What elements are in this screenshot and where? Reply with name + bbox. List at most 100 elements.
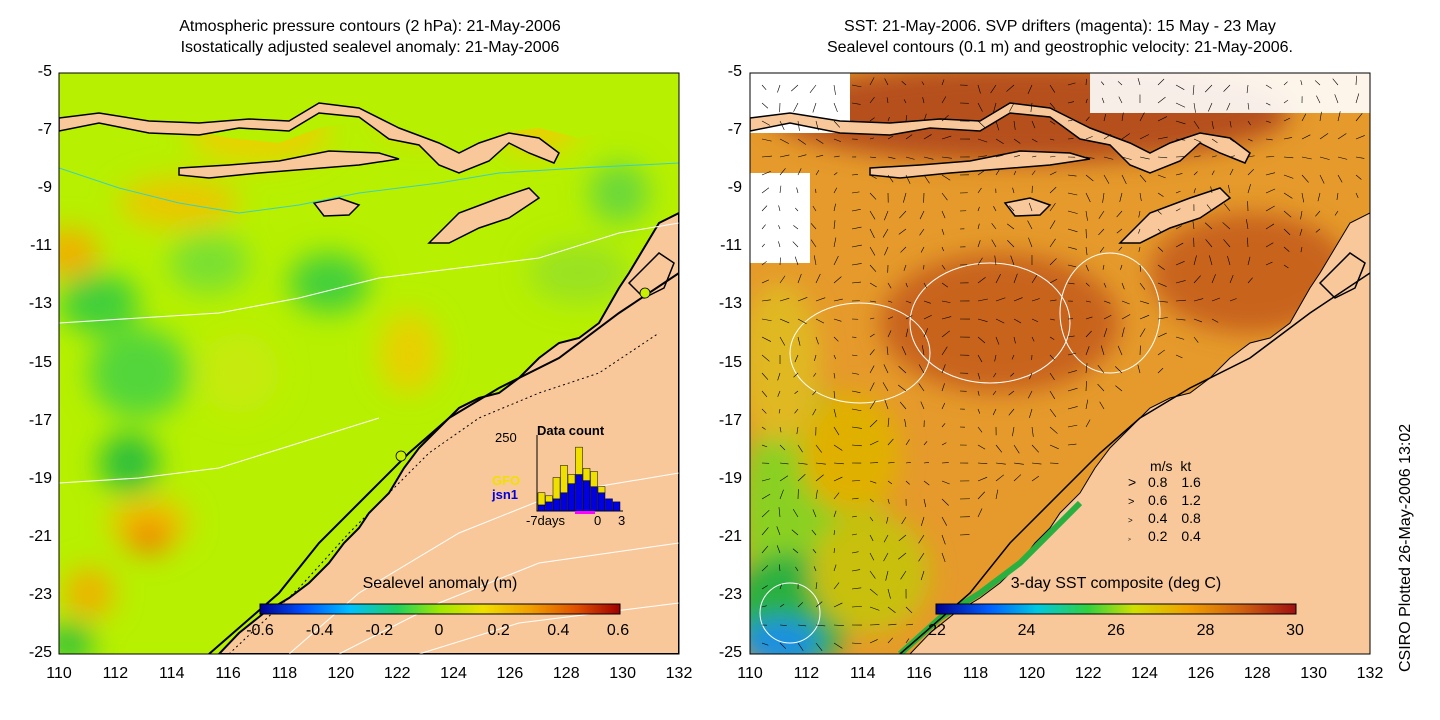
velocity-arrow: [1103, 314, 1112, 320]
velocity-arrow: [1013, 170, 1017, 176]
velocity-arrow: [995, 318, 1005, 324]
velocity-arrow: [941, 442, 947, 446]
velocity-arrow: [977, 102, 983, 112]
velocity-arrow: [899, 401, 907, 410]
velocity-arrow: [941, 156, 952, 159]
velocity-arrow: [1157, 282, 1167, 287]
inset-gfo-bar: [567, 474, 576, 484]
velocity-arrow: [776, 526, 781, 536]
left-x-tick-label: 112: [102, 665, 129, 682]
velocity-arrow: [813, 372, 817, 377]
velocity-arrow: [921, 81, 925, 86]
velocity-arrow: [977, 426, 983, 433]
velocity-arrow: [1103, 328, 1108, 338]
velocity-arrow: [1118, 96, 1123, 104]
velocity-arrow: [1315, 228, 1321, 233]
velocity-arrow: [1067, 264, 1076, 268]
velocity-arrow: [905, 315, 913, 320]
velocity-arrow: [1117, 81, 1123, 86]
velocity-arrow: [1013, 444, 1020, 454]
right-colorbar-title: 3-day SST composite (deg C): [1010, 575, 1222, 592]
velocity-arrow: [791, 529, 799, 536]
velocity-arrow: [922, 97, 925, 104]
velocity-arrow: [851, 209, 861, 212]
velocity-arrow: [761, 138, 772, 142]
velocity-arrow: [920, 401, 925, 410]
velocity-arrow: [833, 172, 838, 176]
velocity-arrow: [1157, 300, 1168, 303]
inset-gfo-bar: [582, 468, 591, 481]
velocity-arrow: [923, 300, 931, 304]
velocity-arrow: [1223, 84, 1231, 92]
velocity-arrow: [994, 255, 997, 266]
velocity-arrow: [851, 408, 862, 412]
velocity-arrow: [995, 474, 1004, 482]
velocity-arrow: [1301, 192, 1305, 203]
velocity-arrow: [851, 390, 861, 394]
velocity-arrow: [833, 354, 836, 360]
right-x-tick-label: 118: [962, 665, 989, 682]
velocity-arrow: [1139, 328, 1146, 338]
velocity-arrow: [1098, 228, 1105, 236]
velocity-arrow: [1157, 156, 1168, 159]
velocity-arrow: [1337, 174, 1343, 183]
left-x-tick-label: 116: [215, 665, 241, 682]
velocity-arrow: [993, 372, 997, 378]
velocity-arrow: [815, 474, 824, 482]
velocity-arrow: [1085, 399, 1089, 410]
inset-gfo-bar: [575, 446, 583, 475]
velocity-legend-row: >0.8 1.6: [1128, 474, 1201, 492]
left-x-tick-label: 126: [496, 665, 524, 682]
velocity-arrow: [1204, 84, 1213, 93]
velocity-arrow: [1028, 202, 1033, 212]
velocity-arrow: [1067, 119, 1073, 122]
velocity-legend-ms: 0.8: [1148, 474, 1168, 490]
velocity-arrow: [883, 552, 889, 562]
velocity-arrow: [851, 372, 860, 375]
velocity-arrow: [977, 84, 981, 94]
right-colorbar-tick: 24: [1017, 622, 1036, 639]
velocity-arrow: [1008, 390, 1015, 396]
velocity-arrow: [941, 552, 946, 563]
velocity-arrow: [869, 264, 877, 272]
velocity-arrow: [1265, 205, 1275, 212]
velocity-arrow: [1157, 367, 1164, 374]
velocity-arrow: [887, 300, 893, 303]
velocity-arrow: [1193, 171, 1198, 176]
velocity-arrow: [995, 462, 1006, 465]
velocity-arrow: [991, 223, 997, 230]
velocity-arrow: [1067, 192, 1078, 196]
velocity-arrow: [1049, 408, 1057, 418]
velocity-arrow: [797, 462, 808, 465]
velocity-arrow: [778, 205, 781, 212]
velocity-arrow: [1206, 204, 1213, 212]
velocity-arrow: [1049, 186, 1057, 194]
velocity-arrow: [1049, 354, 1055, 361]
velocity-arrow: [1100, 81, 1105, 86]
velocity-arrow: [920, 570, 925, 581]
velocity-arrow: [1301, 174, 1309, 183]
velocity-arrow: [905, 623, 914, 626]
velocity-arrow: [779, 297, 790, 302]
velocity-legend-kt: 0.8: [1181, 510, 1201, 526]
velocity-arrow: [869, 440, 879, 446]
right-y-tick-label: -11: [720, 237, 742, 255]
inset-xlabel-right: 3: [618, 513, 626, 528]
velocity-arrow: [1265, 223, 1275, 230]
velocity-arrow: [1157, 332, 1167, 338]
velocity-arrow: [887, 637, 893, 644]
velocity-arrow: [1085, 316, 1093, 320]
velocity-legend-kt: 0.4: [1181, 528, 1201, 544]
velocity-arrow: [761, 299, 771, 302]
velocity-arrow: [1085, 136, 1093, 140]
velocity-arrow: [1138, 246, 1141, 252]
velocity-arrow: [777, 84, 781, 93]
velocity-arrow: [869, 419, 878, 428]
velocity-arrow: [977, 318, 988, 322]
velocity-arrow: [1085, 300, 1091, 303]
velocity-arrow: [1121, 112, 1124, 122]
velocity-arrow: [797, 624, 807, 627]
velocity-arrow: [900, 570, 907, 580]
velocity-arrow: [1247, 256, 1251, 266]
velocity-arrow: [809, 84, 817, 93]
